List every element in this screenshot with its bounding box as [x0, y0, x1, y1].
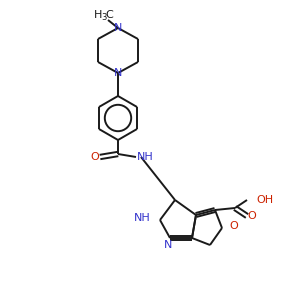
Text: O: O — [229, 221, 238, 231]
Text: 3: 3 — [101, 14, 107, 22]
Text: O: O — [248, 211, 256, 221]
Text: C: C — [105, 10, 113, 20]
Text: N: N — [114, 68, 122, 78]
Text: N: N — [164, 240, 172, 250]
Text: OH: OH — [256, 195, 273, 205]
Text: O: O — [91, 152, 99, 162]
Text: NH: NH — [134, 213, 151, 223]
Text: NH: NH — [136, 152, 153, 162]
Text: H: H — [94, 10, 102, 20]
Text: N: N — [114, 23, 122, 33]
